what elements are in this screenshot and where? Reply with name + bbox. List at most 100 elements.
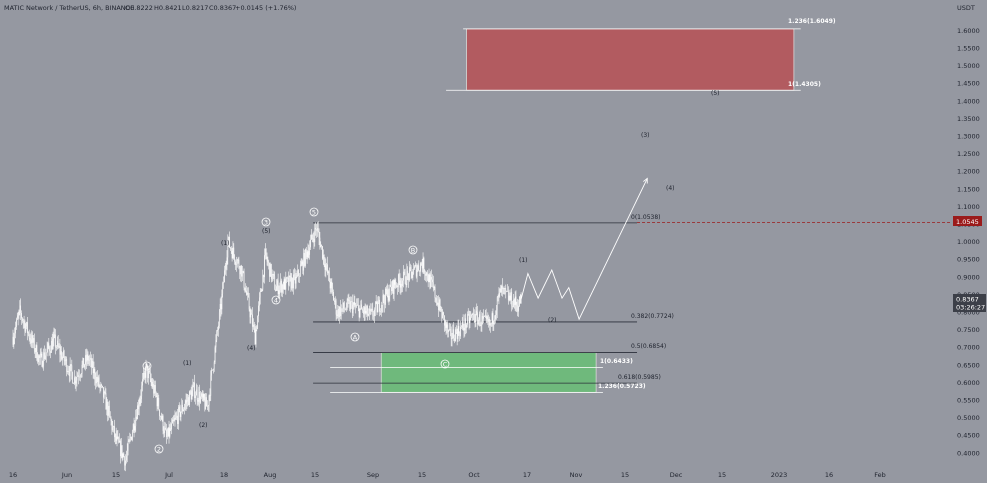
candle-body (103, 391, 105, 398)
price-axis[interactable]: 1.6000 1.5500 1.5000 1.4500 1.4000 1.3500 1.30… (957, 27, 980, 457)
candle-body (455, 329, 456, 342)
candle-body (311, 234, 312, 240)
candle-body (461, 321, 463, 327)
candle-body (325, 265, 327, 270)
candle-body (153, 384, 155, 394)
time-tick-label: 16 (825, 471, 833, 479)
candle-body (418, 265, 420, 271)
candle-body (130, 436, 131, 438)
price-tick-label: 1.3000 (957, 133, 980, 141)
price-tick-label: 0.9000 (957, 273, 980, 281)
candle-body (264, 255, 265, 278)
wave-label-p4-nov: (4) (666, 185, 675, 192)
candle-body (408, 273, 409, 281)
candle-body (516, 304, 518, 307)
candle-body (498, 292, 500, 297)
candle-body (220, 304, 222, 310)
candle-body (206, 397, 207, 407)
candle-body (108, 405, 109, 416)
candle-body (77, 375, 79, 377)
candle-body (326, 264, 328, 266)
candle-body (253, 324, 255, 329)
candle-body (385, 288, 386, 305)
candle-body (292, 278, 293, 289)
candle-body (268, 262, 270, 263)
candle-body (266, 256, 268, 262)
ohlc-low: L0.8217 (182, 4, 208, 12)
candle-body (446, 324, 448, 328)
candle-body (99, 386, 101, 387)
candle-body (519, 296, 521, 304)
candle-body (167, 427, 169, 436)
candle-body (228, 236, 230, 242)
candle-body (467, 314, 469, 315)
candle-body (32, 335, 33, 343)
candle-body (293, 274, 295, 276)
candle-body (499, 288, 501, 293)
wave-circle-5-aug (309, 207, 319, 217)
candle-body (488, 318, 490, 323)
candle-body (273, 274, 275, 277)
candle-body (392, 280, 393, 292)
candle-body (363, 307, 365, 314)
candle-body (490, 323, 492, 324)
candle-body (27, 322, 28, 334)
candle-body (421, 264, 423, 269)
candle-body (460, 326, 461, 337)
candle-body (300, 264, 302, 267)
candle-body (131, 436, 132, 440)
candle-body (496, 297, 498, 311)
candle-body (45, 352, 47, 356)
candle-body (62, 351, 64, 357)
candle-body (328, 271, 329, 274)
candle-body (162, 415, 164, 431)
candle-body (222, 283, 224, 294)
candle-body (40, 353, 42, 356)
candle-body (403, 271, 405, 273)
candle-body (241, 271, 243, 277)
time-axis[interactable]: 16 Jun 15 Jul 18 Aug 15 Sep 15 Oct 17 Nov 15 Dec 15 202… (9, 471, 886, 479)
candle-body (159, 409, 160, 417)
candle-body (491, 313, 493, 324)
candle-body (407, 270, 409, 274)
candle-body (467, 314, 468, 325)
candle-body (34, 351, 36, 352)
candle-body (260, 291, 262, 292)
candle-body (401, 283, 403, 287)
wave-circle-4-aug (271, 295, 281, 305)
wave-circle-1-may (142, 361, 152, 371)
candle-body (270, 264, 272, 279)
candle-body (173, 420, 175, 422)
candle-body (212, 369, 213, 371)
candle-body (243, 271, 245, 288)
candle-body (450, 328, 452, 339)
candle-body (489, 318, 490, 326)
candle-body (372, 308, 374, 316)
candle-body (43, 352, 45, 366)
candle-body (346, 299, 348, 309)
candle-body (308, 251, 310, 255)
candle-body (365, 310, 367, 314)
candle-body (20, 305, 22, 314)
candle-body (125, 460, 126, 466)
candle-body (175, 416, 177, 419)
candle-body (79, 375, 81, 377)
candle-body (383, 295, 385, 301)
candle-body (80, 373, 82, 376)
candle-body (283, 279, 285, 290)
candle-body (155, 385, 156, 393)
fib-0382-label: 0.382(0.7724) (631, 313, 674, 320)
candle-body (332, 286, 334, 292)
candle-body (443, 312, 444, 316)
candle-body (103, 387, 104, 398)
candle-body (117, 436, 119, 438)
candle-body (440, 309, 442, 311)
candle-body (56, 340, 58, 347)
wave-circle-a-sep (350, 332, 360, 342)
candle-body (355, 305, 357, 307)
candle-body (204, 400, 206, 409)
candle-body (31, 335, 33, 344)
candle-body (479, 314, 481, 326)
candle-body (305, 249, 306, 266)
candle-body (90, 358, 91, 360)
